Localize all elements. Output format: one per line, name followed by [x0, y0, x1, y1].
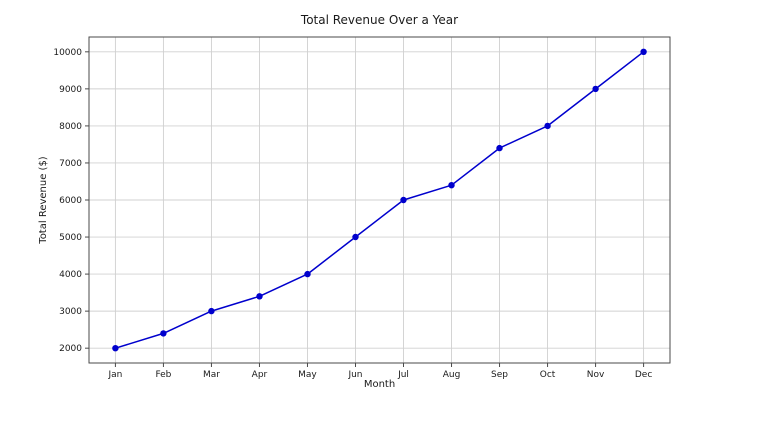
y-tick-label: 2000	[59, 344, 82, 354]
y-tick-label: 3000	[59, 307, 82, 317]
x-tick-label: Jan	[107, 370, 122, 380]
y-tick-label: 10000	[53, 48, 82, 58]
y-axis-label: Total Revenue ($)	[38, 156, 49, 244]
revenue-line	[115, 51, 645, 349]
x-tick-label: Apr	[252, 370, 268, 380]
x-tick-label: Aug	[443, 370, 461, 380]
x-tick-label: Oct	[540, 370, 556, 380]
y-tick-label: 4000	[59, 270, 82, 280]
data-point-marker	[640, 48, 647, 55]
x-axis-label: Month	[363, 379, 396, 390]
x-tick-label: May	[298, 370, 317, 380]
y-tick-label: 5000	[59, 233, 82, 243]
data-point-marker	[112, 345, 119, 352]
x-tick-label: Sep	[491, 370, 508, 380]
y-tick-label: 8000	[59, 122, 82, 132]
x-tick-label: Jul	[397, 370, 409, 380]
chart-title: Total Revenue Over a Year	[300, 13, 459, 27]
x-tick-label: Jun	[347, 370, 362, 380]
data-point-marker	[208, 307, 215, 315]
x-tick-label: Nov	[587, 370, 605, 380]
data-point-marker	[256, 293, 263, 300]
y-tick-label: 9000	[59, 85, 82, 95]
x-tick-label: Feb	[155, 370, 171, 380]
data-point-marker	[400, 196, 407, 204]
data-point-marker	[592, 85, 599, 93]
data-point-marker	[352, 233, 359, 241]
y-tick-label: 6000	[59, 196, 82, 206]
data-point-marker	[496, 144, 503, 152]
data-point-marker	[304, 270, 311, 278]
data-point-marker	[160, 330, 167, 337]
data-point-marker	[448, 182, 455, 189]
y-tick-label: 7000	[59, 159, 82, 169]
x-tick-label: Dec	[635, 370, 652, 380]
x-tick-label: Mar	[203, 370, 220, 380]
data-point-marker	[544, 122, 551, 130]
